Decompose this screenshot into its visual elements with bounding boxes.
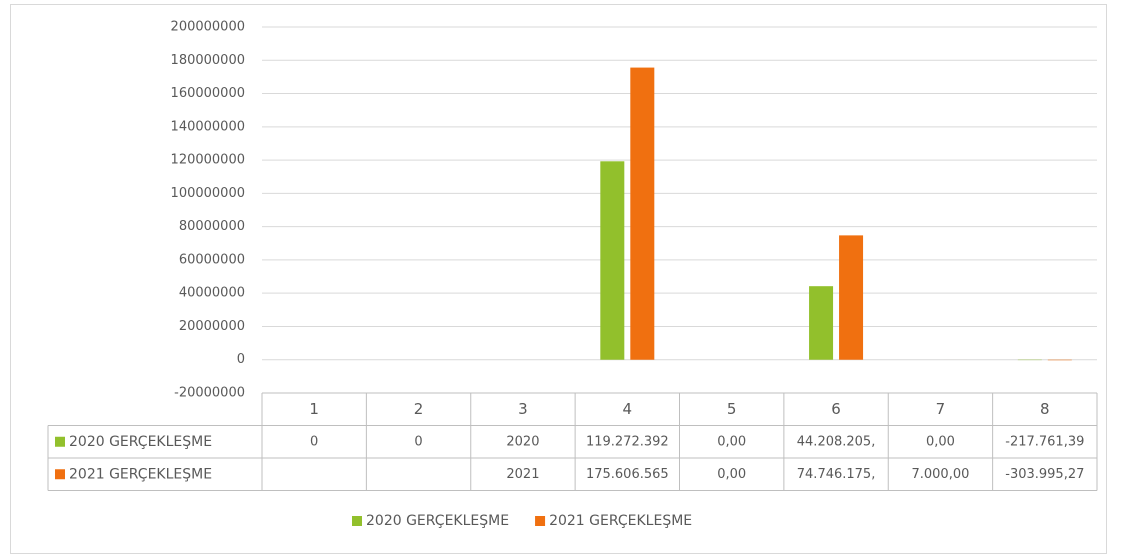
table-cell: 175.606.565 bbox=[586, 467, 669, 482]
y-tick-label: 0 bbox=[237, 352, 245, 367]
bar bbox=[839, 235, 864, 360]
table-cell: 0 bbox=[310, 434, 318, 449]
bar bbox=[809, 286, 834, 360]
legend-label: 2020 GERÇEKLEŞME bbox=[366, 513, 509, 529]
legend-swatch bbox=[55, 436, 65, 447]
y-tick-label: 160000000 bbox=[171, 86, 245, 101]
x-tick-label: 4 bbox=[623, 400, 633, 418]
y-tick-label: 100000000 bbox=[171, 186, 245, 201]
chart-border bbox=[10, 4, 1107, 554]
table-row-header: 2021 GERÇEKLEŞME bbox=[69, 466, 212, 482]
y-tick-label: 120000000 bbox=[171, 153, 245, 168]
y-tick-label: 140000000 bbox=[171, 119, 245, 134]
table-cell: 7.000,00 bbox=[911, 467, 969, 482]
table-cell: 0,00 bbox=[717, 467, 746, 482]
bar bbox=[600, 161, 625, 360]
y-tick-label: 60000000 bbox=[179, 252, 245, 267]
y-tick-label: 20000000 bbox=[179, 319, 245, 334]
x-tick-label: 8 bbox=[1040, 400, 1050, 418]
x-tick-label: 1 bbox=[309, 400, 319, 418]
x-tick-label: 7 bbox=[936, 400, 946, 418]
table-row-header: 2020 GERÇEKLEŞME bbox=[69, 434, 212, 450]
bar bbox=[1047, 359, 1072, 361]
table-cell: 74.746.175, bbox=[797, 467, 876, 482]
x-tick-label: 2 bbox=[414, 400, 424, 418]
table-cell: 0,00 bbox=[926, 434, 955, 449]
legend-swatch bbox=[352, 516, 362, 526]
table-cell: 0,00 bbox=[717, 434, 746, 449]
table-cell: 2021 bbox=[506, 467, 539, 482]
legend-label: 2021 GERÇEKLEŞME bbox=[549, 513, 692, 529]
y-tick-label: -20000000 bbox=[174, 386, 245, 401]
x-tick-label: 5 bbox=[727, 400, 737, 418]
x-tick-label: 3 bbox=[518, 400, 528, 418]
table-cell: -217.761,39 bbox=[1005, 434, 1084, 449]
y-tick-label: 40000000 bbox=[179, 286, 245, 301]
y-tick-label: 80000000 bbox=[179, 219, 245, 234]
legend-swatch bbox=[55, 469, 65, 480]
table-cell: 44.208.205, bbox=[797, 434, 876, 449]
table-cell: -303.995,27 bbox=[1005, 467, 1084, 482]
bar bbox=[630, 67, 655, 360]
y-tick-label: 180000000 bbox=[171, 53, 245, 68]
legend-swatch bbox=[535, 516, 546, 526]
x-tick-label: 6 bbox=[831, 400, 841, 418]
table-cell: 2020 bbox=[506, 434, 539, 449]
table-cell: 0 bbox=[414, 434, 422, 449]
y-tick-label: 200000000 bbox=[171, 20, 245, 35]
table-cell: 119.272.392 bbox=[586, 434, 669, 449]
